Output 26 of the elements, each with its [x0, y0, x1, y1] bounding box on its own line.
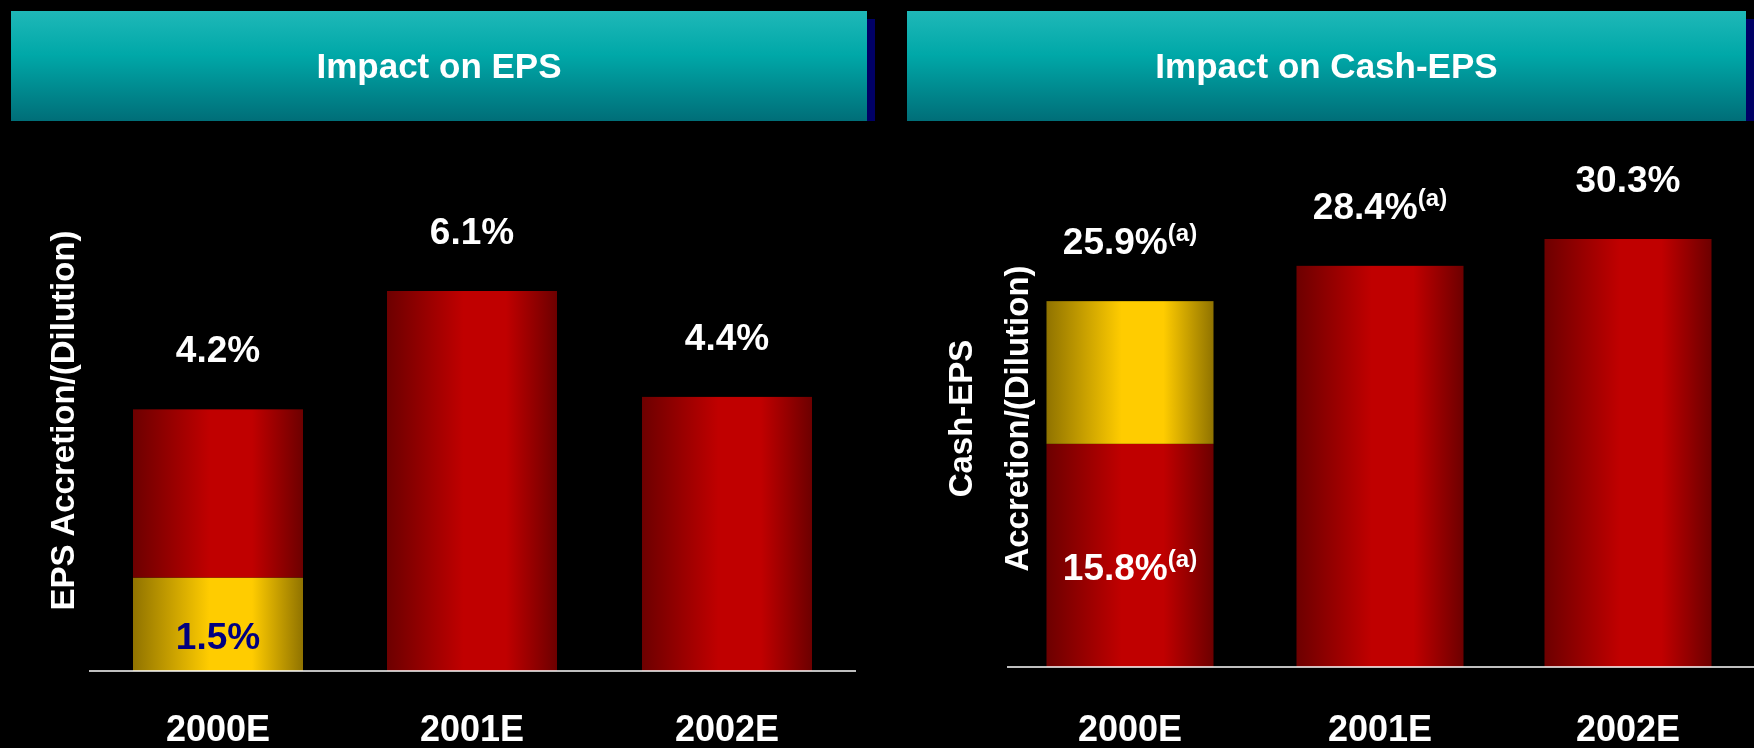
- total-label: 28.4%$^{(a)}$: [1312, 183, 1448, 227]
- bar: [133, 577, 303, 671]
- total-label: 4.4%: [684, 316, 770, 358]
- bar: [1046, 443, 1214, 667]
- total-label: 25.9%$^{(a)}$: [1062, 218, 1198, 263]
- chart-title: Impact on EPS: [316, 46, 562, 86]
- x-tick-label: 2001E: [1327, 707, 1433, 748]
- x-tick-label: 2000E: [165, 707, 271, 748]
- x-tick-label: 2000E: [1077, 707, 1183, 748]
- x-tick-label: 2001E: [419, 707, 525, 748]
- bar: [1296, 265, 1464, 667]
- bar: [642, 396, 812, 671]
- total-label: 6.1%: [429, 210, 515, 252]
- data-label: 1.5%: [175, 616, 261, 658]
- y-axis-title: EPS Accretion/(Dilution): [43, 230, 81, 611]
- total-label: 4.2%: [175, 329, 261, 371]
- bar: [387, 291, 557, 671]
- chart-title: Impact on Cash-EPS: [1155, 46, 1498, 86]
- bar: [1544, 239, 1712, 667]
- x-tick-label: 2002E: [674, 707, 780, 748]
- bar: [1046, 301, 1214, 444]
- y-axis-title: Cash-EPS Accretion/(Dilution): [941, 265, 1035, 572]
- total-label: 30.3%: [1575, 158, 1681, 200]
- data-label: 15.8%$^{(a)}$: [1062, 544, 1198, 589]
- bar: [133, 409, 303, 578]
- x-tick-label: 2002E: [1575, 707, 1681, 748]
